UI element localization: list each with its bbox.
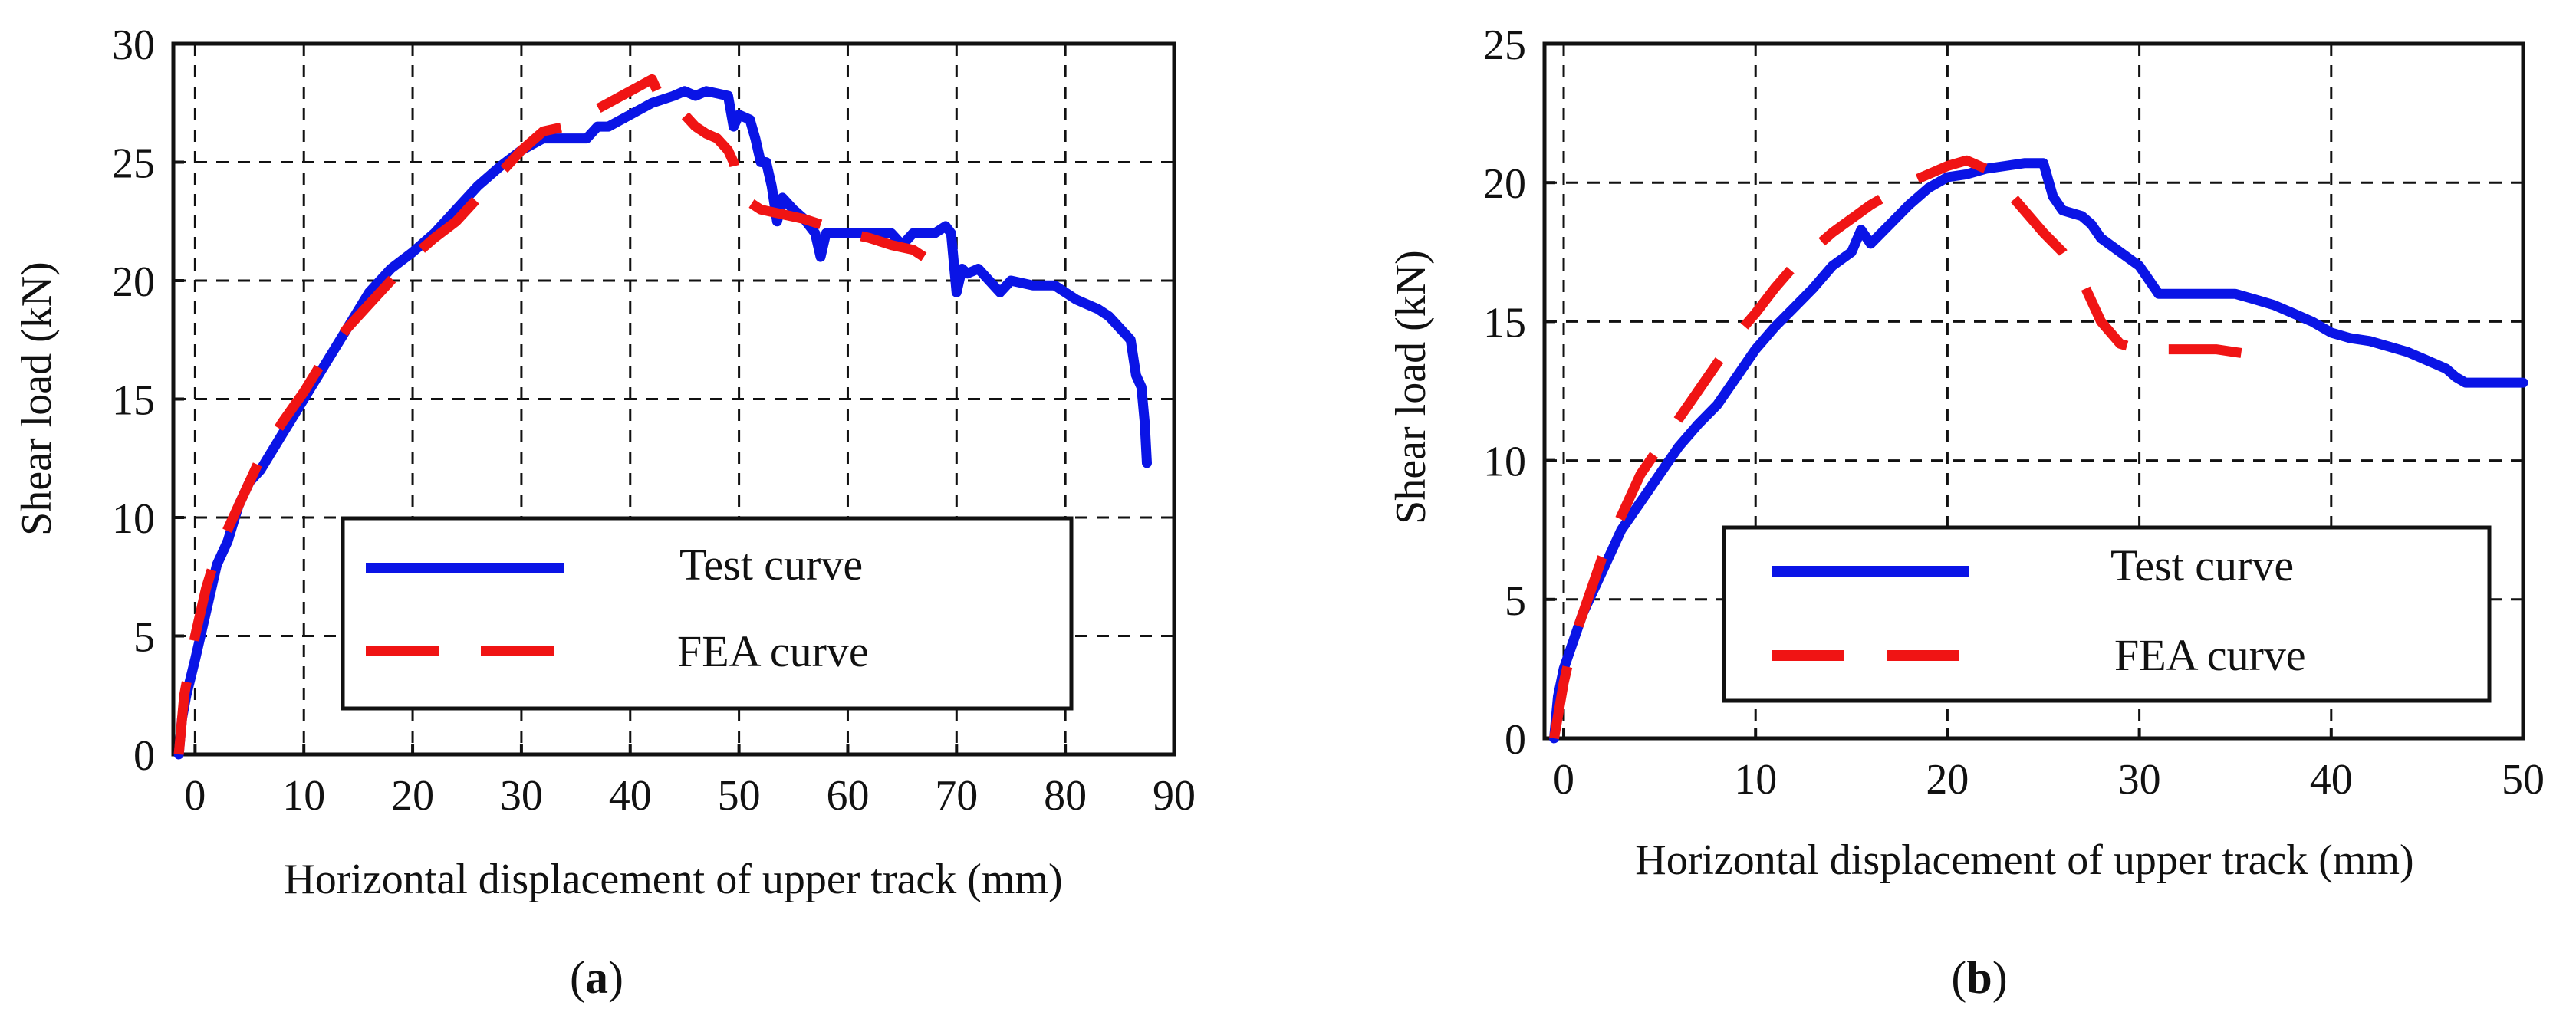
x-tick-label: 40	[2310, 756, 2353, 803]
y-tick-label: 10	[1483, 439, 1526, 486]
panel-label-a: (a)	[570, 952, 623, 1003]
x-tick-label: 20	[391, 772, 434, 820]
x-tick-label: 10	[282, 772, 325, 820]
x-ticks-a: 0 10 20 30 40 50 60 70 80 90	[184, 744, 1196, 820]
panel-label-b: (b)	[1951, 952, 2007, 1003]
fea-curve-line-a	[173, 74, 927, 755]
y-tick-label: 25	[1483, 21, 1526, 69]
legend-label-fea-a: FEA curve	[677, 626, 869, 676]
legend-box-a	[341, 516, 1074, 711]
y-tick-label: 5	[133, 614, 155, 662]
chart-b: 0 10 20 30 40 50 0 5 10 15 20 25 Test curve FEA cu…	[1387, 21, 2545, 1003]
panel-letter-a: a	[585, 952, 608, 1003]
y-axis-label-b: Shear load (kN)	[1387, 250, 1435, 524]
grid-b	[1545, 44, 2523, 738]
x-tick-label: 0	[184, 772, 206, 820]
y-ticks-a: 0 5 10 15 20 25 30	[112, 21, 184, 780]
series-a	[173, 74, 1152, 760]
x-tick-label: 80	[1044, 772, 1087, 820]
x-tick-label: 50	[2502, 756, 2545, 803]
legend-label-fea-b: FEA curve	[2114, 630, 2306, 680]
x-tick-label: 70	[935, 772, 978, 820]
x-tick-label: 0	[1553, 756, 1574, 803]
series-b	[1549, 155, 2528, 744]
chart-a: 0 10 20 30 40 50 60 70 80 90 0 5 10 15 20 25 30 Test cu…	[13, 21, 1196, 1003]
x-axis-label-b: Horizontal displacement of upper track (…	[1635, 836, 2413, 884]
y-tick-label: 0	[133, 732, 155, 780]
x-tick-label: 50	[718, 772, 761, 820]
fea-curve-line-b	[1549, 155, 2255, 740]
y-tick-label: 15	[112, 377, 155, 425]
y-tick-label: 20	[1483, 160, 1526, 208]
y-ticks-b: 0 5 10 15 20 25	[1483, 21, 1555, 764]
legend-b: Test curve FEA curve	[1722, 525, 2492, 703]
x-ticks-b: 0 10 20 30 40 50	[1553, 728, 2545, 803]
y-tick-label: 5	[1505, 577, 1526, 625]
plot-frame-b	[1542, 41, 2525, 741]
y-tick-label: 20	[112, 258, 155, 306]
legend-box-b	[1722, 525, 2492, 703]
x-tick-label: 30	[500, 772, 543, 820]
test-curve-line-b	[1549, 158, 2528, 744]
x-axis-label-a: Horizontal displacement of upper track (…	[284, 856, 1062, 903]
legend-label-test-a: Test curve	[679, 540, 863, 590]
y-tick-label: 30	[112, 21, 155, 69]
x-tick-label: 10	[1734, 756, 1777, 803]
x-tick-label: 40	[609, 772, 652, 820]
legend-label-test-b: Test curve	[2110, 541, 2294, 590]
y-axis-label-a: Shear load (kN)	[13, 261, 61, 536]
y-tick-label: 0	[1505, 716, 1526, 764]
y-tick-label: 25	[112, 140, 155, 188]
x-tick-label: 90	[1153, 772, 1196, 820]
x-tick-label: 60	[826, 772, 869, 820]
x-tick-label: 20	[1926, 756, 1969, 803]
panel-letter-b: b	[1966, 952, 1992, 1003]
test-curve-line-a	[173, 86, 1152, 760]
y-tick-label: 10	[112, 495, 155, 543]
x-tick-label: 30	[2118, 756, 2161, 803]
legend-a: Test curve FEA curve	[341, 516, 1074, 711]
y-tick-label: 15	[1483, 299, 1526, 347]
